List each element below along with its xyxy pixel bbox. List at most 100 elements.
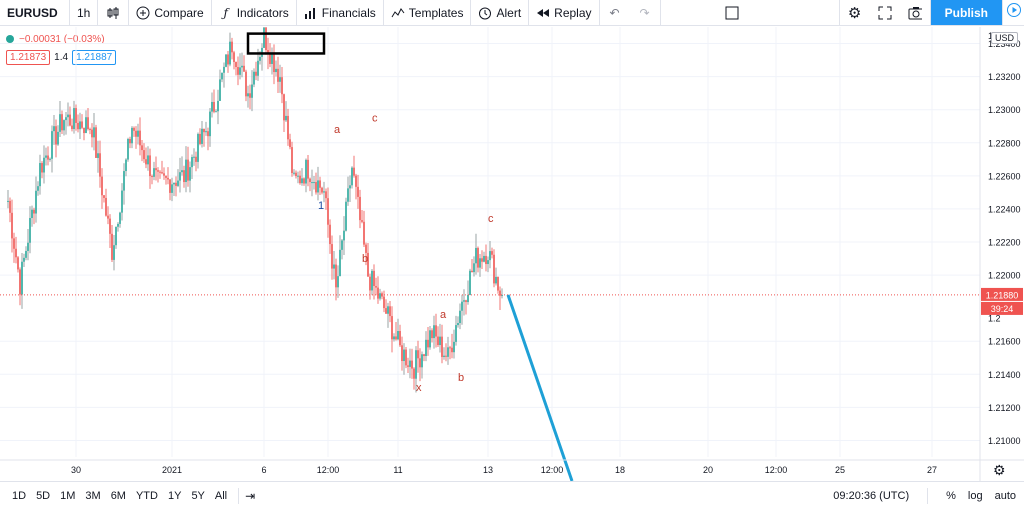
candle-body bbox=[129, 138, 131, 144]
redo-button[interactable]: ↷ bbox=[630, 0, 661, 25]
goto-date-icon[interactable]: ⇥ bbox=[245, 489, 256, 503]
candle-body bbox=[379, 293, 381, 299]
range-1y[interactable]: 1Y bbox=[167, 490, 182, 502]
candle-body bbox=[317, 180, 319, 193]
redo-icon: ↷ bbox=[639, 5, 650, 20]
candle-body bbox=[453, 341, 455, 353]
candle-body bbox=[161, 172, 163, 174]
range-all[interactable]: All bbox=[214, 490, 228, 502]
axis-settings-icon[interactable]: ⚙ bbox=[993, 462, 1006, 478]
range-5y[interactable]: 5Y bbox=[191, 490, 205, 502]
compare-button[interactable]: Compare bbox=[129, 0, 212, 25]
annotation-wave-b2: b bbox=[458, 372, 464, 384]
candle-body bbox=[289, 139, 291, 148]
bid-price[interactable]: 1.21873 bbox=[6, 50, 51, 65]
candle-body bbox=[9, 200, 11, 213]
candle-body bbox=[71, 125, 73, 130]
price-tick-label: 1.22800 bbox=[988, 138, 1021, 148]
bar-style-button[interactable] bbox=[98, 0, 130, 25]
candle-body bbox=[53, 126, 55, 132]
candle-body bbox=[131, 127, 133, 144]
candle-body bbox=[173, 182, 175, 185]
replay-button[interactable]: Replay bbox=[529, 0, 600, 25]
candle-body bbox=[373, 270, 375, 287]
currency-tag[interactable]: USD bbox=[991, 32, 1019, 44]
candle-body bbox=[263, 27, 265, 48]
price-chart[interactable]: double top1acbxabc 1.234001.232001.23000… bbox=[0, 27, 1024, 481]
market-status-dot bbox=[6, 35, 14, 43]
auto-toggle[interactable]: auto bbox=[994, 490, 1016, 502]
candle-body bbox=[31, 209, 33, 219]
undo-button[interactable]: ↶ bbox=[600, 0, 630, 25]
candle-body bbox=[431, 330, 433, 339]
time-tick-label: 12:00 bbox=[317, 465, 340, 475]
range-3m[interactable]: 3M bbox=[85, 490, 101, 502]
candle-body bbox=[465, 300, 467, 303]
candle-body bbox=[239, 67, 241, 75]
range-5d[interactable]: 5D bbox=[36, 490, 51, 502]
utc-clock[interactable]: 09:20:36 (UTC) bbox=[833, 490, 910, 502]
candle-body bbox=[459, 310, 461, 324]
candle-body bbox=[479, 258, 481, 268]
candle-body bbox=[461, 301, 463, 311]
candle-body bbox=[357, 186, 359, 197]
publish-menu-button[interactable] bbox=[1002, 0, 1024, 25]
candle-body bbox=[101, 176, 103, 196]
candle-body bbox=[401, 345, 403, 362]
candle-body bbox=[353, 167, 355, 176]
candle-body bbox=[303, 178, 305, 184]
ask-price[interactable]: 1.21887 bbox=[72, 50, 117, 65]
symbol-search[interactable]: EURUSD bbox=[0, 0, 70, 25]
settings-button[interactable]: ⚙ bbox=[840, 0, 870, 25]
candle-body bbox=[449, 347, 451, 349]
candle-body bbox=[391, 316, 393, 340]
layout-button[interactable] bbox=[713, 0, 840, 25]
candle-body bbox=[279, 77, 281, 82]
countdown-tag bbox=[981, 301, 1023, 315]
candle-body bbox=[177, 180, 179, 186]
candle-body bbox=[169, 179, 171, 193]
candle-body bbox=[305, 159, 307, 184]
double-top-box bbox=[246, 32, 326, 55]
candle-body bbox=[243, 65, 245, 72]
replay-label: Replay bbox=[554, 5, 592, 20]
indicators-button[interactable]: ƒ Indicators bbox=[212, 0, 297, 25]
snapshot-button[interactable] bbox=[900, 0, 931, 25]
candle-body bbox=[491, 251, 493, 255]
candle-body bbox=[75, 108, 77, 123]
range-1m[interactable]: 1M bbox=[60, 490, 76, 502]
candle-body bbox=[485, 255, 487, 265]
financials-button[interactable]: Financials bbox=[297, 0, 384, 25]
candle-body bbox=[347, 188, 349, 202]
replay-icon bbox=[536, 6, 550, 20]
publish-button[interactable]: Publish bbox=[930, 0, 1002, 25]
percent-toggle[interactable]: % bbox=[946, 490, 956, 502]
bottom-right-group: 09:20:36 (UTC) % log auto bbox=[833, 488, 1024, 504]
candle-body bbox=[21, 261, 23, 295]
candle-body bbox=[225, 54, 227, 67]
range-ytd[interactable]: YTD bbox=[135, 490, 158, 502]
camera-icon bbox=[908, 6, 922, 20]
templates-button[interactable]: Templates bbox=[384, 0, 472, 25]
candle-body bbox=[197, 133, 199, 162]
log-toggle[interactable]: log bbox=[967, 490, 983, 502]
candle-body bbox=[365, 244, 367, 253]
range-1d[interactable]: 1D bbox=[12, 490, 27, 502]
interval-label: 1h bbox=[77, 5, 91, 20]
range-6m[interactable]: 6M bbox=[110, 490, 126, 502]
fullscreen-button[interactable] bbox=[870, 0, 900, 25]
candle-body bbox=[295, 172, 297, 177]
annotation-wave-1: 1 bbox=[318, 200, 324, 212]
candle-body bbox=[67, 114, 69, 118]
toolbar-spacer bbox=[661, 0, 713, 25]
candle-body bbox=[475, 247, 477, 264]
candle-body bbox=[433, 325, 435, 339]
interval-button[interactable]: 1h bbox=[70, 0, 99, 25]
alert-button[interactable]: Alert bbox=[471, 0, 530, 25]
price-tick-label: 1.22400 bbox=[988, 204, 1021, 214]
candle-body bbox=[91, 129, 93, 138]
candle-body bbox=[293, 172, 295, 174]
candle-body bbox=[329, 224, 331, 245]
candle-body bbox=[385, 308, 387, 314]
candle-body bbox=[87, 117, 89, 129]
